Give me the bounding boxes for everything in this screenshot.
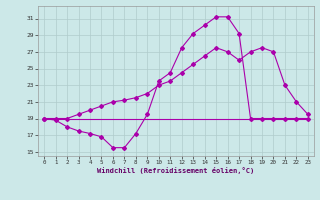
X-axis label: Windchill (Refroidissement éolien,°C): Windchill (Refroidissement éolien,°C) xyxy=(97,167,255,174)
